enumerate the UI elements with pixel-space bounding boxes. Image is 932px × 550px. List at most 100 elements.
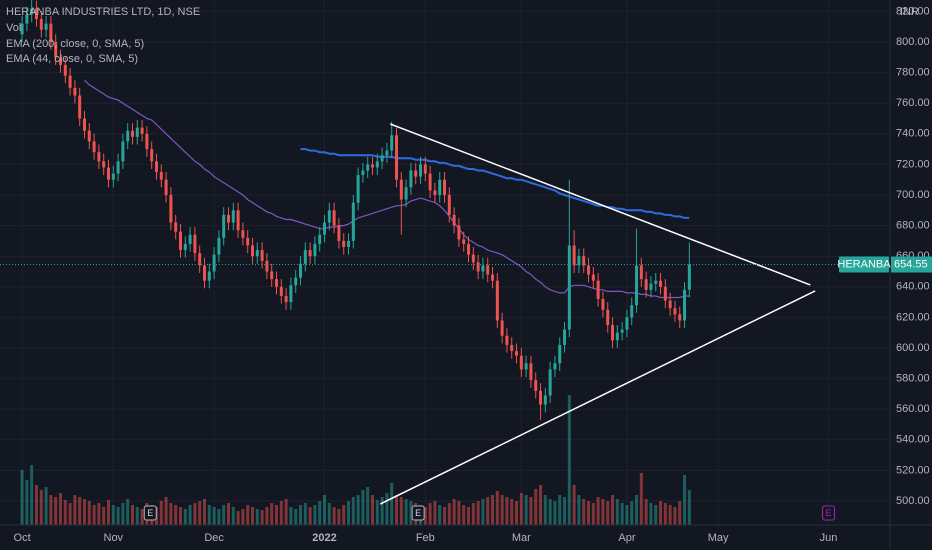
volume-bar: [188, 505, 192, 525]
candle-body: [524, 363, 528, 370]
y-tick-label: 640.00: [896, 281, 930, 293]
volume-bar: [519, 493, 523, 525]
volume-bar: [111, 505, 115, 525]
volume-bar: [495, 491, 499, 525]
volume-bar: [659, 501, 663, 525]
candle-body: [178, 231, 182, 251]
candle-body: [673, 308, 677, 315]
volume-bar: [102, 507, 106, 525]
volume-bar: [409, 501, 413, 525]
candle-body: [25, 14, 29, 24]
candle-body: [121, 141, 125, 162]
volume-bar: [279, 501, 283, 525]
candle-body: [395, 135, 399, 180]
candle-body: [510, 344, 514, 352]
volume-bar: [92, 505, 96, 525]
price-tag: 654.55: [894, 258, 928, 270]
volume-bar: [683, 475, 687, 525]
candle-body: [409, 170, 413, 188]
volume-bar: [303, 503, 307, 525]
candle-body: [385, 150, 389, 156]
candle-body: [87, 130, 91, 142]
legend-entry: EMA (200, close, 0, SMA, 5): [6, 38, 144, 50]
symbol-tag-bg: [839, 256, 889, 273]
candle-body: [217, 237, 221, 255]
ma-line: [84, 79, 690, 299]
x-tick-label: May: [708, 532, 729, 544]
y-tick-label: 620.00: [896, 311, 930, 323]
candle-body: [471, 254, 475, 263]
candle-body: [596, 280, 600, 300]
candle-body: [481, 265, 485, 272]
candle-body: [102, 161, 106, 168]
x-tick-label: Jun: [820, 532, 838, 544]
candle-body: [519, 355, 523, 370]
candle-body: [34, 8, 38, 20]
volume-bar: [97, 503, 101, 525]
volume-bar: [654, 505, 658, 525]
candle-body: [347, 240, 351, 248]
volume-bar: [548, 499, 552, 525]
volume-bar: [486, 497, 490, 525]
candle-body: [668, 300, 672, 309]
candle-body: [491, 274, 495, 281]
y-tick-label: 540.00: [896, 434, 930, 446]
candle-body: [231, 210, 235, 223]
candle-body: [174, 222, 178, 232]
volume-bar: [351, 497, 355, 525]
candle-body: [222, 214, 226, 238]
volume-bar: [299, 505, 303, 525]
volume-bar: [82, 499, 86, 525]
candle-body: [342, 240, 346, 248]
volume-bar: [587, 501, 591, 525]
candle-body: [500, 320, 504, 336]
volume-bar: [399, 497, 403, 525]
event-label: E: [415, 508, 421, 518]
volume-bar: [553, 501, 557, 525]
candle-body: [116, 161, 120, 174]
candle-body: [443, 179, 447, 195]
event-marker: [143, 505, 157, 521]
legend-entry: EMA (44, close, 0, SMA, 5): [6, 53, 138, 65]
candle-body: [515, 351, 519, 356]
x-tick-label: Apr: [618, 532, 635, 544]
candle-body: [251, 245, 255, 257]
candle-body: [505, 335, 509, 345]
volume-bar: [78, 497, 82, 525]
volume-bar: [615, 499, 619, 525]
candle-body: [303, 250, 307, 264]
candle-body: [380, 155, 384, 162]
candle-body: [644, 279, 648, 290]
volume-bar: [308, 507, 312, 525]
volume-bar: [337, 509, 341, 525]
volume-bar: [515, 501, 519, 525]
volume-bar: [375, 500, 379, 525]
volume-bar: [126, 499, 130, 525]
volume-bar: [500, 495, 504, 525]
volume-bar: [106, 500, 110, 525]
candle-body: [375, 161, 379, 168]
candle-body: [92, 141, 96, 153]
candle-body: [236, 210, 240, 231]
candle-body: [572, 245, 576, 266]
candle-body: [337, 225, 341, 241]
volume-bar: [543, 495, 547, 525]
candle-body: [419, 164, 423, 177]
candle-body: [145, 133, 149, 150]
candle-body: [202, 265, 206, 281]
symbol-tag: HERANBA: [837, 258, 891, 270]
volume-bar: [236, 511, 240, 525]
volume-bar: [452, 499, 456, 525]
candle-body: [246, 237, 250, 246]
y-tick-label: 780.00: [896, 67, 930, 79]
candle-body: [620, 329, 624, 333]
candle-body: [54, 41, 58, 58]
candle-body: [255, 250, 259, 257]
volume-bar: [366, 487, 370, 525]
volume-bar: [275, 505, 279, 525]
event-marker: [822, 505, 836, 521]
candle-body: [567, 245, 571, 330]
candle-body: [130, 130, 134, 137]
candle-body: [308, 250, 312, 257]
